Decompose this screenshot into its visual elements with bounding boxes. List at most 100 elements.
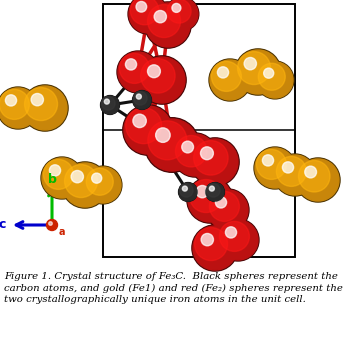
Circle shape [130, 0, 159, 25]
Circle shape [174, 134, 216, 176]
Circle shape [42, 158, 82, 198]
Circle shape [104, 99, 109, 104]
Circle shape [31, 94, 43, 106]
Circle shape [145, 2, 191, 48]
Circle shape [136, 94, 141, 99]
Circle shape [100, 96, 119, 115]
Circle shape [139, 57, 185, 103]
Circle shape [276, 156, 306, 186]
Circle shape [136, 1, 147, 12]
Circle shape [63, 163, 107, 207]
Circle shape [172, 4, 181, 12]
Circle shape [64, 165, 98, 197]
Circle shape [148, 121, 187, 160]
Circle shape [219, 221, 250, 251]
Circle shape [210, 60, 250, 100]
Circle shape [128, 0, 168, 34]
Circle shape [166, 0, 198, 30]
Circle shape [22, 85, 68, 131]
Circle shape [86, 168, 113, 195]
Circle shape [146, 3, 190, 47]
Circle shape [145, 118, 199, 172]
Circle shape [206, 183, 224, 201]
Circle shape [43, 159, 74, 190]
Circle shape [125, 59, 136, 70]
Circle shape [299, 160, 330, 192]
Circle shape [192, 225, 238, 271]
Circle shape [154, 10, 167, 23]
Circle shape [101, 96, 119, 114]
Circle shape [146, 119, 198, 171]
Circle shape [138, 56, 186, 104]
Circle shape [262, 155, 274, 166]
Circle shape [102, 97, 115, 110]
Circle shape [201, 233, 213, 246]
Circle shape [0, 89, 29, 119]
Circle shape [182, 186, 187, 191]
Circle shape [124, 106, 172, 154]
Circle shape [179, 183, 197, 201]
Circle shape [209, 191, 239, 221]
Circle shape [305, 166, 316, 178]
Circle shape [180, 183, 193, 197]
Circle shape [187, 177, 233, 223]
Circle shape [141, 59, 175, 93]
Circle shape [47, 220, 57, 231]
Circle shape [118, 52, 158, 92]
Circle shape [193, 226, 237, 270]
Circle shape [264, 68, 274, 78]
Text: b: b [48, 173, 56, 186]
Circle shape [84, 166, 122, 204]
Circle shape [134, 92, 147, 105]
Circle shape [257, 149, 286, 180]
Circle shape [296, 158, 340, 202]
Circle shape [201, 147, 214, 160]
Circle shape [257, 62, 293, 98]
Circle shape [192, 139, 238, 185]
Circle shape [178, 182, 197, 201]
Circle shape [49, 222, 52, 225]
Text: a: a [59, 227, 65, 237]
Text: Figure 1. Crystal structure of Fe₃C.  Black spheres represent the
carbon atoms, : Figure 1. Crystal structure of Fe₃C. Bla… [4, 272, 343, 304]
Circle shape [274, 154, 316, 196]
Circle shape [0, 87, 39, 129]
Circle shape [258, 63, 285, 90]
Circle shape [211, 61, 242, 91]
Circle shape [167, 0, 191, 23]
Circle shape [156, 128, 170, 142]
Text: c: c [0, 218, 6, 231]
Circle shape [297, 159, 339, 201]
Circle shape [217, 219, 259, 261]
Circle shape [190, 180, 223, 212]
Circle shape [208, 190, 248, 230]
Circle shape [205, 182, 224, 201]
Circle shape [209, 186, 214, 191]
Circle shape [188, 178, 232, 222]
Circle shape [206, 183, 220, 197]
Circle shape [238, 51, 271, 85]
Circle shape [255, 148, 295, 188]
Circle shape [117, 51, 159, 93]
Circle shape [126, 108, 162, 144]
Circle shape [195, 227, 228, 261]
Circle shape [62, 162, 108, 208]
Circle shape [5, 95, 16, 106]
Circle shape [71, 171, 83, 183]
Circle shape [129, 0, 167, 33]
Circle shape [235, 49, 281, 95]
Circle shape [23, 86, 67, 130]
Circle shape [173, 133, 217, 177]
Circle shape [25, 87, 57, 121]
Circle shape [92, 173, 102, 183]
Circle shape [209, 59, 251, 101]
Circle shape [191, 138, 239, 186]
Circle shape [119, 54, 149, 84]
Circle shape [133, 91, 151, 109]
Circle shape [182, 141, 194, 153]
Circle shape [254, 147, 296, 189]
Circle shape [215, 197, 226, 208]
Circle shape [148, 5, 181, 37]
Circle shape [123, 105, 173, 155]
Circle shape [175, 135, 207, 167]
Circle shape [218, 220, 258, 260]
